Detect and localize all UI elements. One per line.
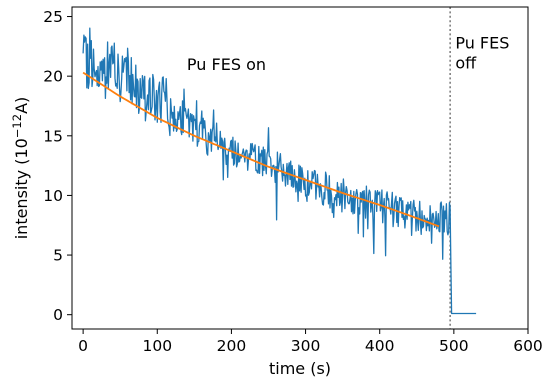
x-tick-label: 500: [439, 337, 469, 355]
y-tick-label: 20: [43, 68, 63, 86]
y-tick-label: 15: [43, 127, 63, 145]
chart-marks: [82, 7, 477, 329]
x-tick-label: 0: [78, 337, 88, 355]
annotation-fes-on: Pu FES on: [187, 55, 266, 74]
y-axis-label-exponent: −12: [10, 114, 24, 138]
y-tick-label: 0: [53, 306, 63, 324]
x-tick-label: 400: [365, 337, 395, 355]
measurement-series-line: [82, 27, 477, 315]
fit-curve-line: [82, 71, 440, 228]
y-axis-label-main: intensity (10: [12, 138, 31, 239]
annotation-fes-off-line: Pu FES: [455, 34, 509, 53]
plot-frame: [71, 6, 529, 330]
y-axis: 0 5 10 15 20 25: [43, 8, 72, 324]
y-axis-label-tail: A): [12, 97, 31, 114]
annotation-fes-off-line: off: [455, 54, 477, 73]
y-axis-label: intensity (10−12A): [10, 97, 31, 240]
y-tick-label: 25: [43, 8, 63, 26]
y-tick-label: 10: [43, 187, 63, 205]
x-tick-label: 300: [291, 337, 321, 355]
y-tick-label: 5: [53, 247, 63, 265]
x-tick-label: 200: [217, 337, 247, 355]
x-tick-label: 100: [142, 337, 172, 355]
x-tick-label: 600: [513, 337, 543, 355]
x-axis: 0 100 200 300 400 500 600: [78, 329, 543, 355]
x-axis-label: time (s): [269, 359, 331, 378]
